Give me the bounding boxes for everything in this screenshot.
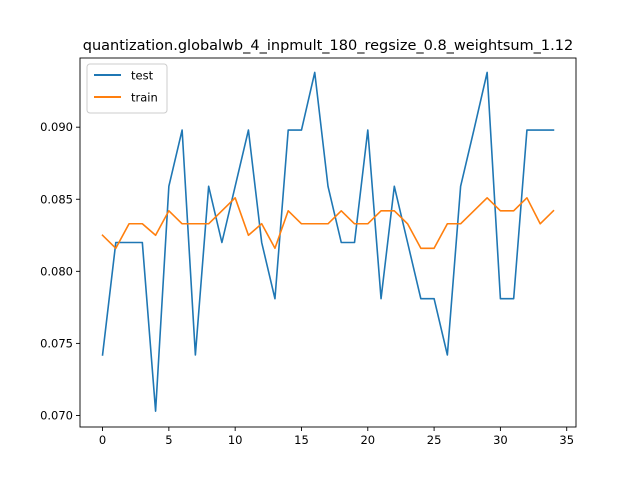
x-tick-label: 0 xyxy=(99,433,106,447)
x-tick-label: 15 xyxy=(294,433,309,447)
y-tick-label: 0.090 xyxy=(40,120,73,134)
x-tick-label: 20 xyxy=(360,433,375,447)
y-tick-label: 0.070 xyxy=(40,408,73,422)
chart-legend: test train xyxy=(86,63,168,114)
legend-label-test: test xyxy=(131,69,154,83)
x-tick-label: 35 xyxy=(559,433,574,447)
axes-layer: 0 5 10 15 20 25 30 35 0.070 0.075 0.080 0.085 0.090 xyxy=(40,57,577,447)
x-tick-label: 5 xyxy=(165,433,172,447)
series-line-train xyxy=(101,197,555,250)
plot-frame xyxy=(79,57,577,428)
y-tick-label: 0.080 xyxy=(40,264,73,278)
legend-label-train: train xyxy=(131,91,158,105)
chart-title: quantization.globalwb_4_inpmult_180_regs… xyxy=(83,38,573,54)
x-tick-label: 25 xyxy=(427,433,442,447)
legend-box xyxy=(86,63,168,114)
x-tick-label: 30 xyxy=(493,433,508,447)
series-line-test xyxy=(101,71,555,412)
series-layer xyxy=(101,71,555,412)
x-tick-label: 10 xyxy=(228,433,243,447)
y-tick-label: 0.085 xyxy=(40,192,73,206)
y-tick-label: 0.075 xyxy=(40,336,73,350)
